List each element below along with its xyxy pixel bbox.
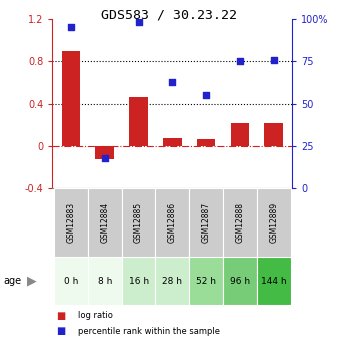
- Text: 96 h: 96 h: [230, 277, 250, 286]
- Text: ■: ■: [56, 326, 65, 336]
- Bar: [257, 257, 291, 305]
- Text: GSM12887: GSM12887: [202, 202, 211, 243]
- Text: 52 h: 52 h: [196, 277, 216, 286]
- Text: age: age: [3, 276, 22, 286]
- Point: [271, 57, 276, 62]
- Bar: [163, 138, 182, 146]
- Text: 144 h: 144 h: [261, 277, 287, 286]
- Bar: [96, 146, 114, 159]
- Bar: [88, 188, 122, 257]
- Text: ■: ■: [56, 311, 65, 321]
- Bar: [189, 257, 223, 305]
- Text: 28 h: 28 h: [162, 277, 183, 286]
- Bar: [122, 257, 155, 305]
- Bar: [62, 51, 80, 146]
- Text: ▶: ▶: [27, 275, 37, 288]
- Bar: [197, 139, 216, 146]
- Bar: [129, 97, 148, 146]
- Bar: [223, 188, 257, 257]
- Text: GSM12884: GSM12884: [100, 202, 109, 243]
- Point: [102, 155, 107, 160]
- Bar: [189, 188, 223, 257]
- Bar: [223, 257, 257, 305]
- Text: GSM12885: GSM12885: [134, 202, 143, 243]
- Text: 0 h: 0 h: [64, 277, 78, 286]
- Bar: [155, 257, 189, 305]
- Bar: [54, 257, 88, 305]
- Bar: [155, 188, 189, 257]
- Point: [136, 20, 141, 25]
- Text: percentile rank within the sample: percentile rank within the sample: [78, 327, 220, 336]
- Point: [170, 79, 175, 84]
- Bar: [265, 122, 283, 146]
- Text: GSM12883: GSM12883: [67, 202, 75, 243]
- Bar: [122, 188, 155, 257]
- Bar: [54, 188, 88, 257]
- Point: [68, 25, 74, 30]
- Text: GSM12886: GSM12886: [168, 202, 177, 243]
- Point: [203, 92, 209, 98]
- Text: GSM12888: GSM12888: [236, 202, 244, 243]
- Text: log ratio: log ratio: [78, 311, 113, 320]
- Text: GDS583 / 30.23.22: GDS583 / 30.23.22: [101, 9, 237, 22]
- Point: [237, 58, 243, 64]
- Bar: [257, 188, 291, 257]
- Bar: [231, 122, 249, 146]
- Bar: [88, 257, 122, 305]
- Text: 16 h: 16 h: [128, 277, 149, 286]
- Text: 8 h: 8 h: [98, 277, 112, 286]
- Text: GSM12889: GSM12889: [269, 202, 278, 243]
